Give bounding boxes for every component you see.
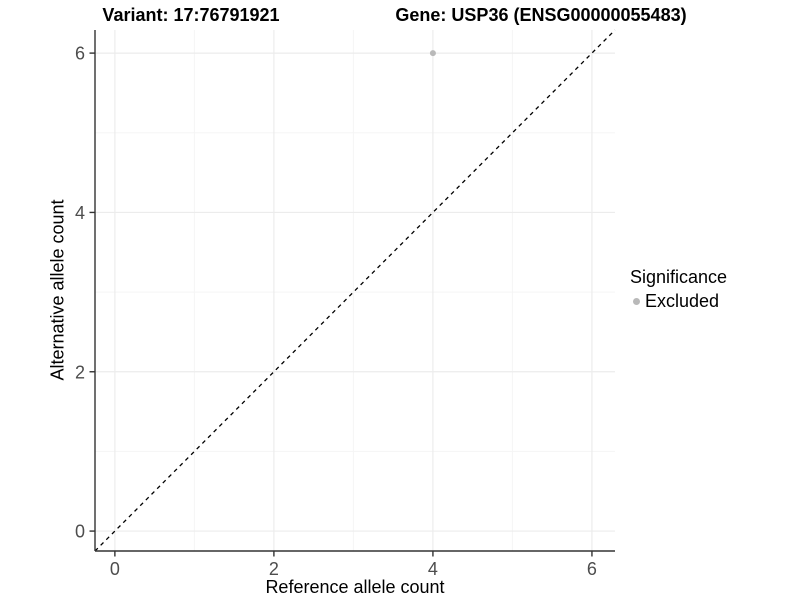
x-axis-title: Reference allele count bbox=[265, 577, 445, 597]
y-tick-label: 6 bbox=[75, 44, 85, 64]
data-point bbox=[429, 50, 436, 57]
y-tick-label: 0 bbox=[75, 522, 85, 542]
y-tick-label: 2 bbox=[75, 362, 85, 382]
x-tick-label: 0 bbox=[110, 559, 120, 579]
identity-dashed-line bbox=[94, 29, 616, 552]
x-tick-label: 2 bbox=[269, 559, 279, 579]
legend-point-icon bbox=[633, 298, 640, 305]
legend-entry-excluded: Excluded bbox=[633, 291, 727, 312]
legend-title: Significance bbox=[630, 267, 728, 287]
y-tick-label: 4 bbox=[75, 203, 85, 223]
x-tick-label: 4 bbox=[428, 559, 438, 579]
legend: Significance Excluded bbox=[630, 267, 727, 312]
plot-title-gene: Gene: USP36 (ENSG00000055483) bbox=[395, 5, 687, 25]
x-tick-label: 6 bbox=[587, 559, 597, 579]
plot-title-variant: Variant: 17:76791921 bbox=[102, 5, 280, 25]
y-axis-title: Alternative allele count bbox=[47, 199, 68, 381]
legend-entry-label: Excluded bbox=[645, 291, 720, 311]
